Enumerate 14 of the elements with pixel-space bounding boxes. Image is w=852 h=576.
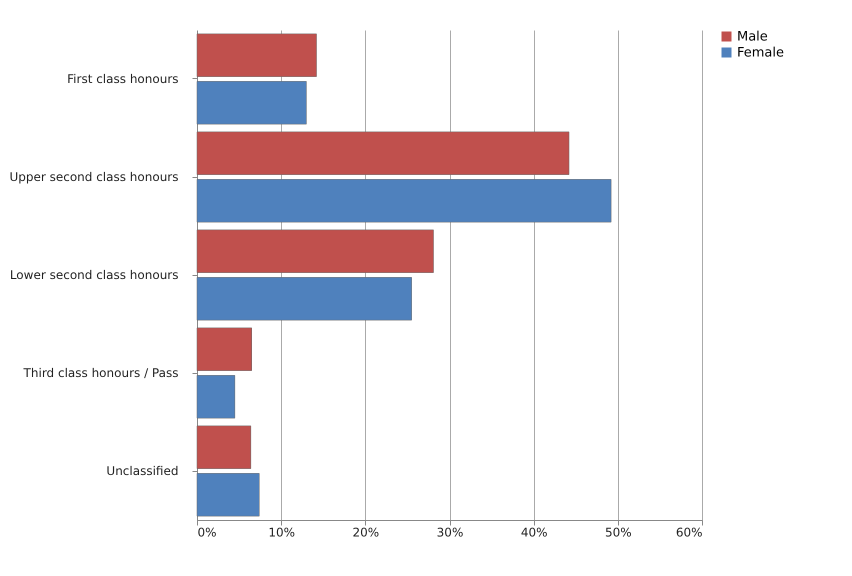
x-tick-label: 0%	[198, 526, 217, 540]
x-tick-label: 60%	[676, 526, 702, 540]
y-tick-label: Lower second class honours	[10, 268, 178, 282]
x-tick-label: 50%	[604, 526, 632, 540]
x-tick-label: 10%	[268, 526, 296, 540]
y-tick-label: First class honours	[67, 72, 178, 86]
x-tick-label: 40%	[520, 526, 548, 540]
y-tick-label: Unclassified	[106, 464, 178, 478]
x-tick-label: 20%	[352, 526, 380, 540]
y-tick-label: Upper second class honours	[9, 170, 178, 184]
legend-label: Male	[737, 30, 768, 44]
x-tick-label: 30%	[436, 526, 464, 540]
legend-label: Female	[737, 46, 784, 60]
y-tick-label: Third class honours / Pass	[22, 366, 178, 380]
